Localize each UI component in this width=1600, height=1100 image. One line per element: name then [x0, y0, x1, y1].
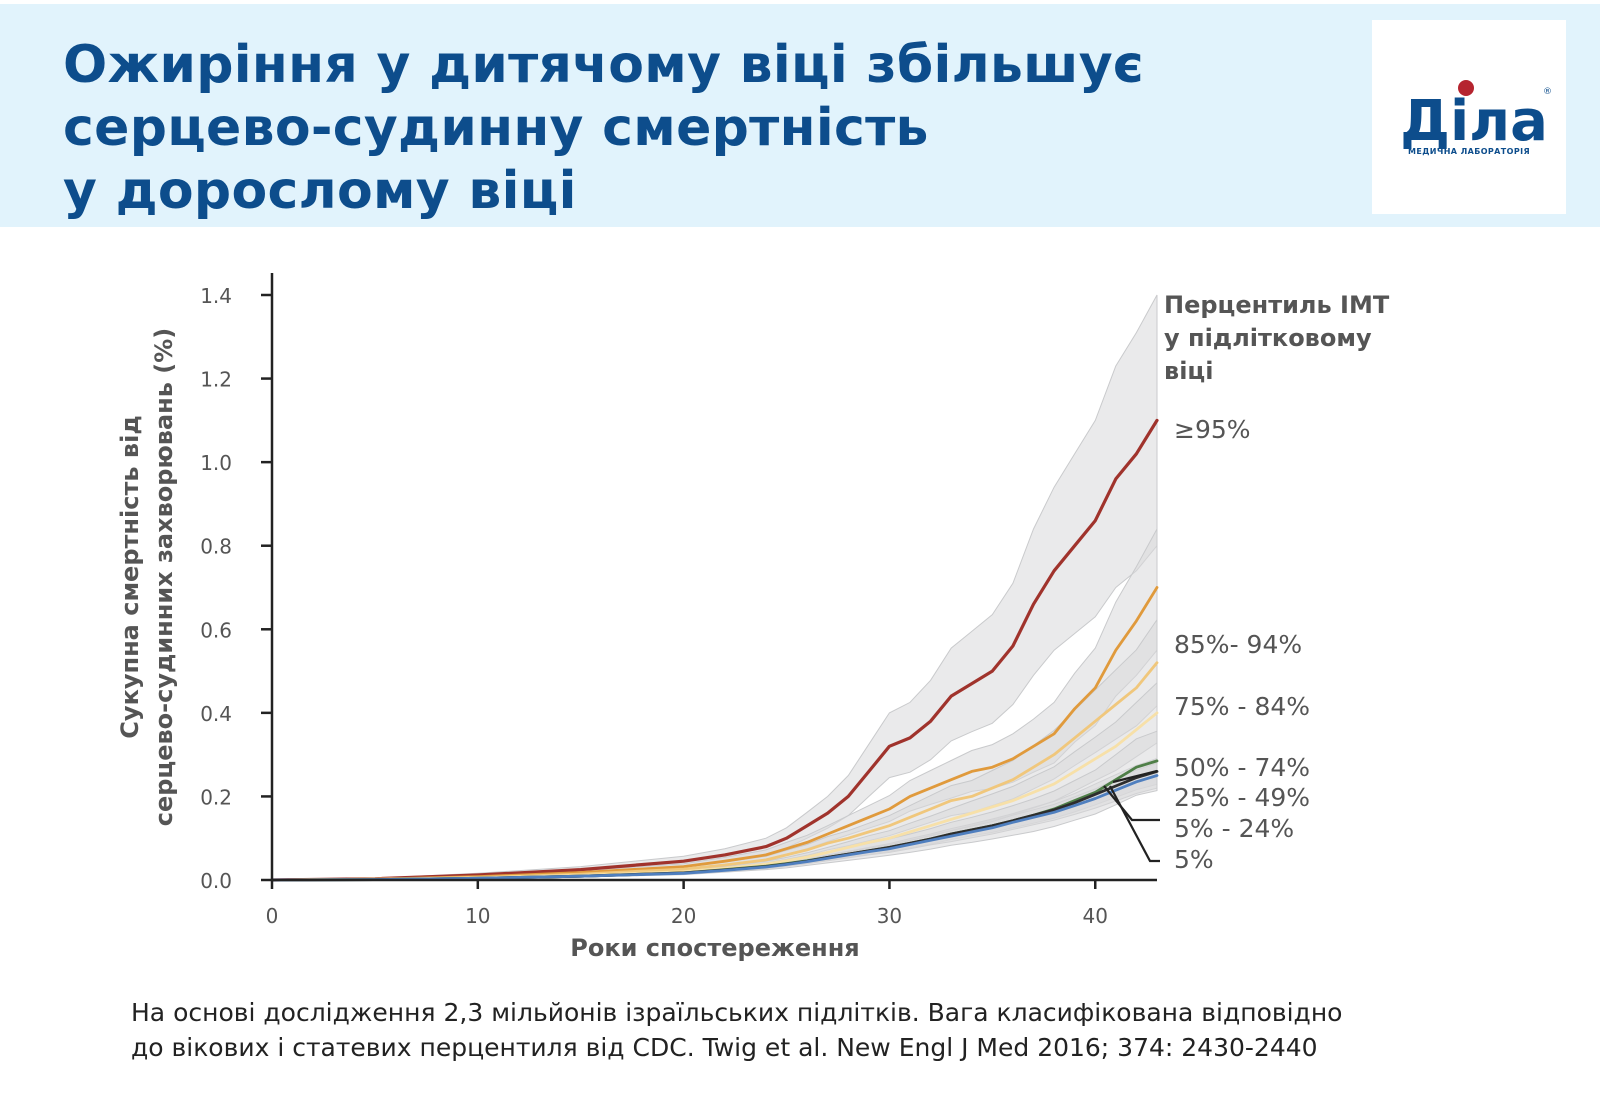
y-tick-label: 1.0 [200, 451, 232, 475]
leader-line-1 [1112, 769, 1158, 784]
logo-text: Діла [1400, 89, 1548, 154]
footnote-line-2: до вікових і статевих перцентиля від CDC… [131, 1033, 1318, 1062]
legend-label-5: 25% - 49% [1174, 783, 1310, 812]
series-line-6 [270, 774, 1159, 882]
x-tick-label: 40 [1083, 904, 1108, 928]
legend-title-line-1: Перцентиль ІМТ [1164, 291, 1390, 319]
leader-line-3 [1109, 785, 1160, 863]
legend-label-4: 50% - 74% [1174, 753, 1310, 782]
footnote-line-1: На основі дослідження 2,3 мільйонів ізра… [131, 998, 1343, 1027]
logo-registered: ® [1543, 87, 1552, 97]
logo-subtitle: МЕДИЧНА ЛАБОРАТОРІЯ [1408, 147, 1530, 156]
y-tick-label: 1.4 [200, 284, 232, 308]
legend-label-7: 5% [1174, 845, 1214, 874]
y-tick-label: 0.0 [200, 869, 232, 893]
series-line-1 [270, 418, 1159, 882]
y-tick-label: 0.8 [200, 535, 232, 559]
confidence-bands [271, 294, 1158, 881]
legend-title-line-3: віці [1164, 357, 1213, 385]
header-banner: Ожиріння у дитячому віці збільшує серцев… [0, 4, 1600, 227]
legend-title-line-2: у підлітковому [1164, 324, 1372, 352]
title-line-2: серцево-судинну смертність [63, 98, 929, 158]
legend-label-3: 75% - 84% [1174, 692, 1310, 721]
x-tick-label: 30 [877, 904, 902, 928]
legend-label-2: 85%- 94% [1174, 630, 1302, 659]
logo: Діла ® МЕДИЧНА ЛАБОРАТОРІЯ [1372, 20, 1566, 214]
footnote: На основі дослідження 2,3 мільйонів ізра… [131, 995, 1342, 1065]
y-tick-label: 0.6 [200, 618, 232, 642]
series-line-2 [270, 586, 1159, 882]
y-axis-label-line-1: Сукупна смертність від [116, 415, 144, 738]
x-tick-label: 10 [465, 904, 490, 928]
title-line-1: Ожиріння у дитячому віці збільшує [63, 35, 1145, 95]
leader-line-2 [1103, 785, 1160, 822]
y-axis-label: Сукупна смертність від серцево-судинних … [116, 328, 178, 827]
legend-leader-lines [1103, 769, 1160, 863]
series-line-3 [270, 661, 1159, 882]
y-tick-label: 1.2 [200, 368, 232, 392]
y-tick-label: 0.4 [200, 702, 232, 726]
x-axis-label: Роки спостереження [570, 934, 859, 962]
legend-title: Перцентиль ІМТ у підлітковому віці [1164, 291, 1390, 385]
x-tick-label: 0 [266, 904, 279, 928]
chart-axes [270, 273, 1157, 882]
x-tick-label: 20 [671, 904, 696, 928]
y-tick-label: 0.2 [200, 785, 232, 809]
logo-dot-icon [1458, 80, 1474, 96]
page-title: Ожиріння у дитячому віці збільшує серцев… [63, 34, 1144, 223]
series-lines [270, 418, 1159, 882]
legend: ≥95%85%- 94%75% - 84%50% - 74%25% - 49%5… [1174, 415, 1310, 874]
legend-label-6: 5% - 24% [1174, 814, 1294, 843]
logo-graphic: Діла ® МЕДИЧНА ЛАБОРАТОРІЯ [1400, 80, 1552, 156]
y-axis-label-line-2: серцево-судинних захворювань (%) [150, 328, 178, 827]
x-ticks: 0 10 20 30 40 [266, 880, 1108, 928]
title-line-3: у дорослому віці [63, 161, 577, 221]
legend-label-1: ≥95% [1174, 415, 1251, 444]
y-ticks: 0.0 0.2 0.4 0.6 0.8 1.0 1.2 1.4 [200, 284, 272, 893]
